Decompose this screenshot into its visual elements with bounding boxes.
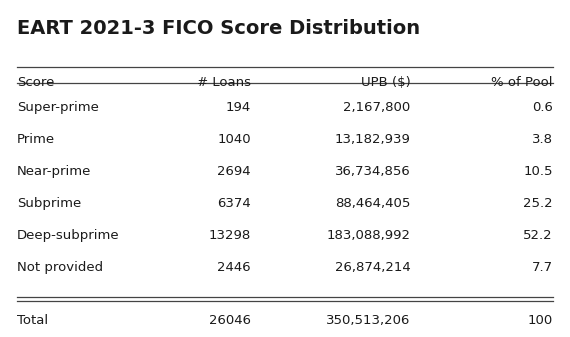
Text: EART 2021-3 FICO Score Distribution: EART 2021-3 FICO Score Distribution bbox=[17, 19, 420, 37]
Text: 1040: 1040 bbox=[217, 133, 251, 146]
Text: 6374: 6374 bbox=[217, 197, 251, 210]
Text: 350,513,206: 350,513,206 bbox=[326, 314, 410, 327]
Text: 10.5: 10.5 bbox=[523, 165, 553, 178]
Text: 25.2: 25.2 bbox=[523, 197, 553, 210]
Text: # Loans: # Loans bbox=[197, 76, 251, 89]
Text: 36,734,856: 36,734,856 bbox=[335, 165, 410, 178]
Text: Near-prime: Near-prime bbox=[17, 165, 91, 178]
Text: 2,167,800: 2,167,800 bbox=[343, 101, 410, 114]
Text: 0.6: 0.6 bbox=[532, 101, 553, 114]
Text: 13,182,939: 13,182,939 bbox=[335, 133, 410, 146]
Text: Prime: Prime bbox=[17, 133, 55, 146]
Text: Subprime: Subprime bbox=[17, 197, 82, 210]
Text: 2446: 2446 bbox=[217, 261, 251, 274]
Text: 194: 194 bbox=[226, 101, 251, 114]
Text: 3.8: 3.8 bbox=[532, 133, 553, 146]
Text: 2694: 2694 bbox=[217, 165, 251, 178]
Text: Total: Total bbox=[17, 314, 48, 327]
Text: Score: Score bbox=[17, 76, 55, 89]
Text: 13298: 13298 bbox=[209, 229, 251, 242]
Text: Not provided: Not provided bbox=[17, 261, 103, 274]
Text: 26046: 26046 bbox=[209, 314, 251, 327]
Text: 52.2: 52.2 bbox=[523, 229, 553, 242]
Text: 183,088,992: 183,088,992 bbox=[327, 229, 410, 242]
Text: UPB ($): UPB ($) bbox=[361, 76, 410, 89]
Text: Super-prime: Super-prime bbox=[17, 101, 99, 114]
Text: 100: 100 bbox=[528, 314, 553, 327]
Text: % of Pool: % of Pool bbox=[491, 76, 553, 89]
Text: 26,874,214: 26,874,214 bbox=[335, 261, 410, 274]
Text: 88,464,405: 88,464,405 bbox=[335, 197, 410, 210]
Text: 7.7: 7.7 bbox=[532, 261, 553, 274]
Text: Deep-subprime: Deep-subprime bbox=[17, 229, 120, 242]
